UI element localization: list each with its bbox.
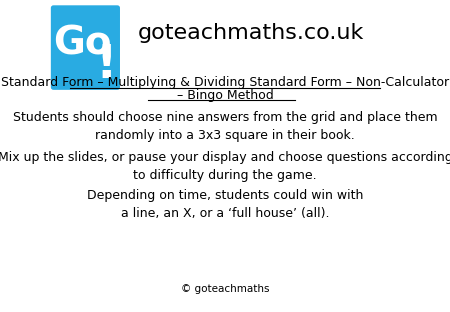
Text: Go: Go <box>53 25 112 63</box>
Text: – Bingo Method: – Bingo Method <box>176 89 273 102</box>
Text: Mix up the slides, or pause your display and choose questions according
to diffi: Mix up the slides, or pause your display… <box>0 151 450 183</box>
Text: !: ! <box>96 42 117 88</box>
Text: Students should choose nine answers from the grid and place them
randomly into a: Students should choose nine answers from… <box>13 111 437 142</box>
Text: Depending on time, students could win with
a line, an X, or a ‘full house’ (all): Depending on time, students could win wi… <box>87 189 363 220</box>
Text: goteachmaths.co.uk: goteachmaths.co.uk <box>138 23 364 43</box>
FancyBboxPatch shape <box>51 5 120 90</box>
Text: Standard Form – Multiplying & Dividing Standard Form – Non-Calculator: Standard Form – Multiplying & Dividing S… <box>1 76 449 89</box>
Text: © goteachmaths: © goteachmaths <box>180 284 269 294</box>
FancyBboxPatch shape <box>41 0 395 312</box>
